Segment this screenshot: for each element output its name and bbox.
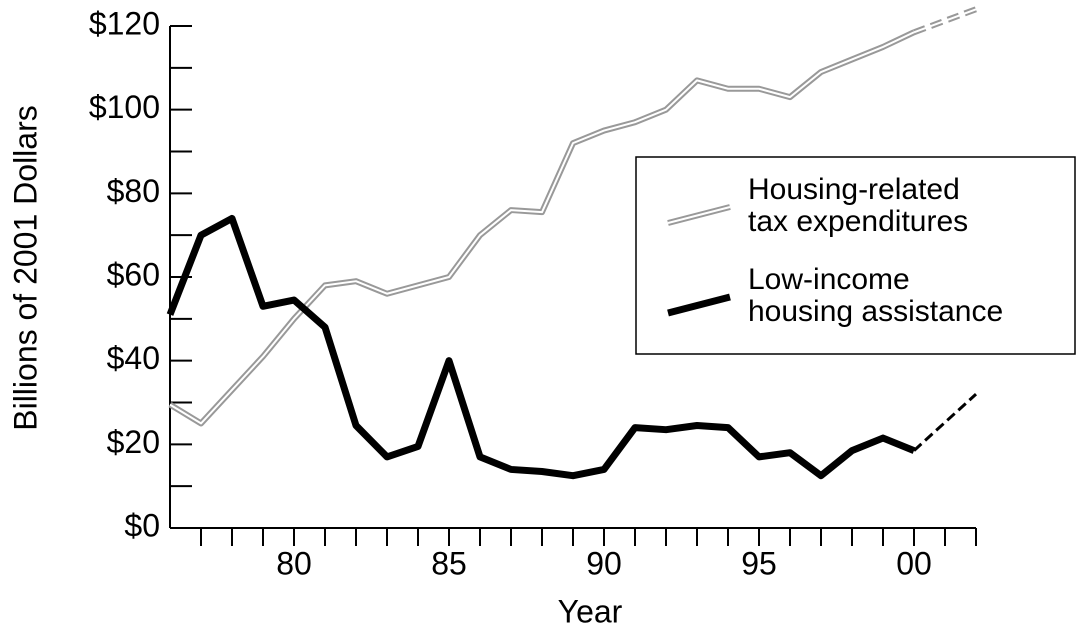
legend-swatch-inner — [667, 206, 731, 224]
legend-swatch — [667, 293, 731, 317]
y-tick-label: $100 — [89, 89, 160, 125]
x-tick-label: 80 — [276, 545, 312, 581]
x-tick-label: 85 — [431, 545, 467, 581]
y-axis-label: Billions of 2001 Dollars — [7, 105, 43, 431]
x-axis-label: Year — [558, 593, 623, 629]
legend-label: Low-income housing assistance — [748, 263, 1004, 328]
series-line-inner — [169, 31, 915, 425]
y-tick-label: $80 — [107, 173, 160, 209]
x-tick-label: 00 — [896, 545, 932, 581]
projection-line-inner — [913, 8, 977, 34]
series-line — [166, 214, 916, 480]
x-tick-label: 90 — [586, 545, 622, 581]
legend-label: Housing-related tax expenditures — [748, 173, 969, 238]
y-tick-label: $20 — [107, 424, 160, 460]
y-tick-label: $40 — [107, 340, 160, 376]
projection-line — [912, 393, 978, 452]
y-tick-label: $120 — [89, 5, 160, 41]
y-tick-label: $0 — [124, 507, 160, 543]
x-tick-label: 95 — [741, 545, 777, 581]
y-tick-label: $60 — [107, 256, 160, 292]
legend-box — [635, 156, 1076, 355]
